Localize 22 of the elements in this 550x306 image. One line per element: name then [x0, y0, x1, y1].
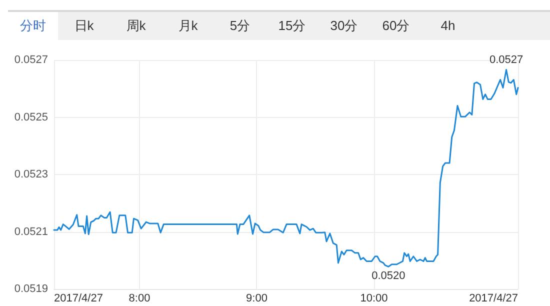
text: 月k	[177, 17, 199, 35]
text: 分时	[8, 12, 58, 40]
text: 15分	[277, 17, 307, 35]
x-tick-label: 9:00	[246, 292, 268, 304]
text: 30分	[329, 17, 359, 35]
y-tick-label: 0.0525	[14, 111, 48, 124]
y-tick-label: 0.0519	[14, 283, 48, 295]
x-tick-label: 10:00	[360, 292, 388, 304]
text: 4h	[440, 17, 456, 35]
line-series	[53, 68, 519, 268]
text: 5分	[228, 17, 252, 35]
x-tick-label: 2017/4/27	[469, 292, 518, 304]
text: 60分	[381, 17, 411, 35]
text: 周k	[125, 17, 147, 35]
y-tick-label: 0.0523	[14, 168, 48, 180]
x-tick-label: 2017/4/27	[54, 292, 103, 304]
y-tick-label: 0.0527	[14, 54, 48, 66]
annotation: 0.0520	[372, 270, 406, 282]
x-tick-label: 8:00	[128, 292, 150, 304]
annotation: 0.0527	[489, 54, 524, 66]
text: 日k	[73, 17, 95, 35]
y-tick-label: 0.0521	[14, 226, 48, 238]
